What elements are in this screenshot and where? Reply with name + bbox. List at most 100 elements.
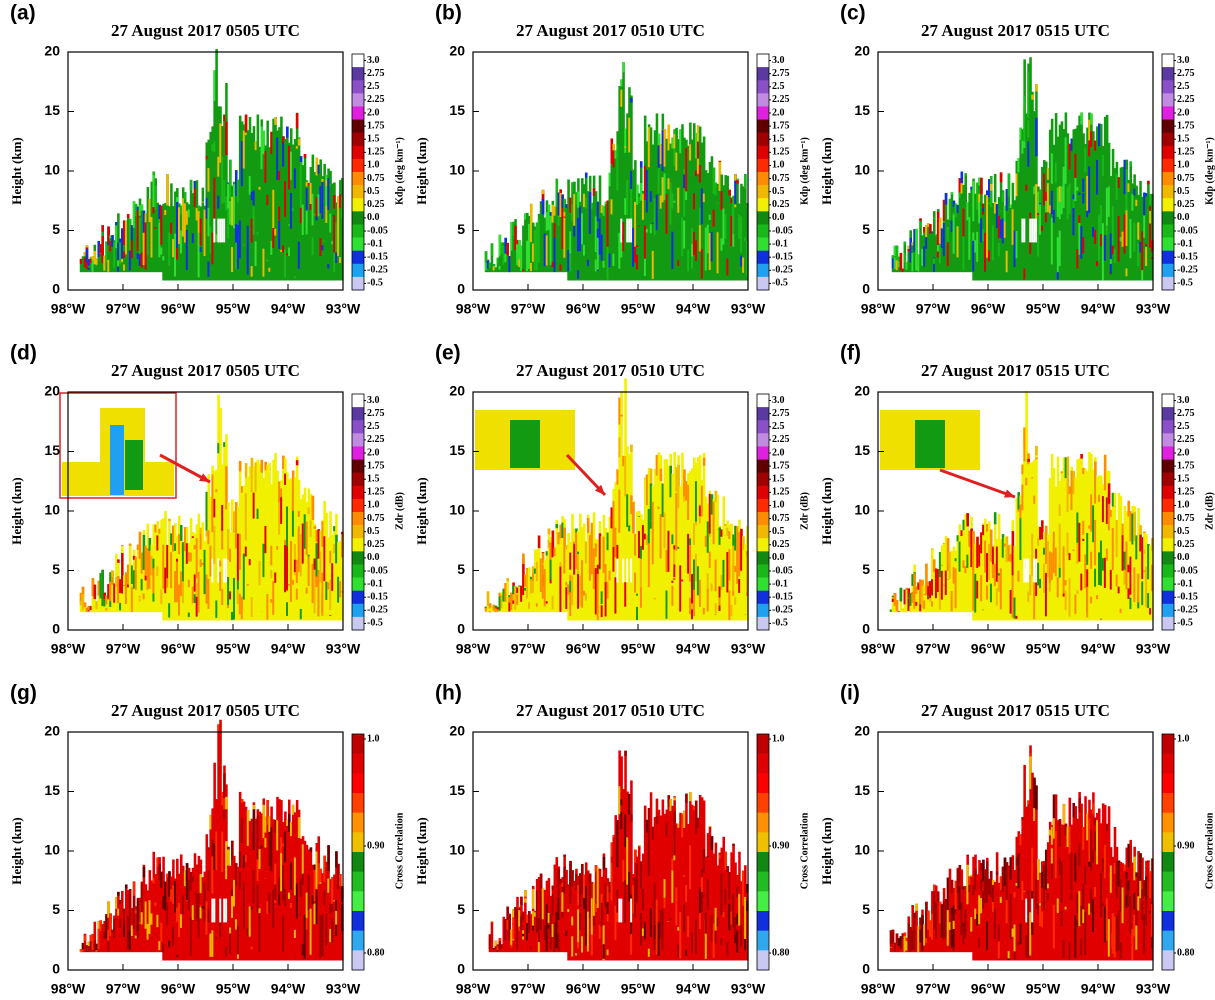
- colorbar-swatch: [757, 604, 769, 617]
- colorbar-swatch: [1162, 734, 1174, 754]
- colorbar-swatch: [1162, 211, 1174, 224]
- colorbar-swatch: [1162, 499, 1174, 512]
- colorbar-tick-label: -0.1: [772, 238, 788, 249]
- y-tick-label: 15: [44, 102, 60, 118]
- radar-echo-streak: [689, 792, 692, 801]
- colorbar-swatch: [757, 80, 769, 93]
- radar-echo-streak: [298, 139, 301, 146]
- colorbar-tick-label: 2.0: [772, 447, 785, 458]
- y-tick-label: 5: [457, 561, 465, 577]
- panel-label: (d): [10, 342, 37, 365]
- radar-echo-streak: [121, 545, 124, 546]
- radar-echo-streak: [1000, 172, 1003, 182]
- radar-echo-streak: [84, 602, 87, 607]
- x-tick-label: 97°W: [916, 301, 951, 317]
- colorbar-swatch: [757, 486, 769, 499]
- colorbar-tick-label: -0.15: [1177, 592, 1198, 603]
- y-tick-label: 5: [862, 221, 870, 237]
- radar-echo-streak: [239, 461, 242, 471]
- colorbar-swatch: [352, 734, 364, 754]
- colorbar-tick-label: 1.0: [772, 160, 785, 171]
- radar-echo-streak: [542, 552, 545, 553]
- radar-echo-streak: [143, 867, 146, 877]
- colorbar-tick-label: 2.75: [772, 408, 790, 419]
- colorbar-swatch: [757, 433, 769, 446]
- y-axis-label: Height (km): [414, 137, 429, 205]
- radar-echo-streak: [487, 591, 490, 597]
- colorbar-swatch: [352, 211, 364, 224]
- colorbar-tick-label: 2.5: [772, 81, 785, 92]
- colorbar-swatch: [352, 185, 364, 198]
- colorbar-swatch: [1162, 773, 1174, 793]
- colorbar-swatch: [757, 159, 769, 172]
- radar-echo-streak: [125, 884, 128, 888]
- colorbar-tick-label: 2.25: [367, 434, 385, 445]
- radar-echo-streak: [603, 857, 606, 870]
- x-tick-label: 94°W: [271, 301, 306, 317]
- radar-echo-streak: [667, 124, 670, 139]
- colorbar-swatch: [352, 911, 364, 931]
- colorbar-swatch: [1162, 604, 1174, 617]
- radar-echo-streak: [892, 930, 895, 944]
- colorbar-swatch: [757, 813, 769, 833]
- radar-echo-streak: [1035, 446, 1038, 455]
- colorbar-swatch: [352, 486, 364, 499]
- colorbar-swatch: [757, 238, 769, 251]
- colorbar-tick-label: 2.25: [1177, 94, 1195, 105]
- panel: (h)27 August 2017 0510 UTCHeight (km)051…: [414, 682, 810, 997]
- radar-echo-streak: [1027, 459, 1030, 462]
- colorbar-tick-label: 0.0: [367, 552, 380, 563]
- colorbar-swatch: [757, 146, 769, 159]
- x-tick-label: 98°W: [456, 641, 491, 657]
- x-tick-label: 94°W: [1081, 641, 1116, 657]
- colorbar-tick-label: 0.0: [772, 212, 785, 223]
- x-tick-label: 97°W: [916, 981, 951, 997]
- colorbar-tick-label: 1.5: [1177, 134, 1190, 145]
- colorbar-tick-label: 1.75: [772, 460, 790, 471]
- colorbar-swatch: [1162, 106, 1174, 119]
- radar-echo-streak: [933, 217, 936, 219]
- colorbar-tick-label: -0.25: [772, 605, 793, 616]
- annotation-arrow: [940, 470, 1015, 497]
- radar-echo-streak: [133, 881, 136, 895]
- colorbar-swatch: [352, 172, 364, 185]
- colorbar-tick-label: 1.25: [1177, 487, 1195, 498]
- colorbar-tick-label: 1.0: [772, 500, 785, 511]
- radar-echo-streak: [532, 889, 535, 909]
- radar-echo-streak: [900, 588, 903, 602]
- colorbar-swatch: [757, 277, 769, 290]
- colorbar-swatch: [352, 460, 364, 473]
- colorbar-tick-label: -0.05: [1177, 225, 1198, 236]
- colorbar-tick-label: 1.0: [1177, 500, 1190, 511]
- colorbar-tick-label: -0.25: [367, 265, 388, 276]
- radar-echo-streak: [556, 524, 559, 528]
- colorbar-swatch: [757, 224, 769, 237]
- radar-echo-streak: [487, 260, 490, 261]
- radar-echo-streak: [620, 415, 623, 417]
- colorbar-swatch: [352, 159, 364, 172]
- panel: (d)27 August 2017 0505 UTCHeight (km)051…: [9, 342, 405, 657]
- radar-echo-streak: [703, 458, 706, 466]
- colorbar-swatch: [1162, 538, 1174, 551]
- colorbar-tick-label: 1.5: [367, 134, 380, 145]
- colorbar-swatch: [352, 277, 364, 290]
- radar-echo-streak: [502, 918, 505, 919]
- radar-echo-streak: [719, 161, 722, 162]
- panel-label: (e): [435, 342, 461, 365]
- colorbar-swatch: [352, 538, 364, 551]
- radar-echo-streak: [1098, 809, 1101, 810]
- colorbar-tick-label: -0.5: [367, 618, 383, 629]
- x-tick-label: 97°W: [916, 641, 951, 657]
- radar-echo-streak: [168, 519, 171, 522]
- colorbar-swatch: [1162, 133, 1174, 146]
- radar-echo-streak: [227, 847, 230, 850]
- panel-title: 27 August 2017 0505 UTC: [111, 21, 300, 40]
- radar-echo-streak: [504, 238, 507, 241]
- radar-echo-streak: [180, 525, 183, 541]
- radar-echo-streak: [127, 214, 130, 218]
- x-tick-label: 97°W: [511, 301, 546, 317]
- colorbar-tick-label: 1.5: [772, 134, 785, 145]
- colorbar-tick-label: -0.15: [772, 252, 793, 263]
- radar-echo-streak: [1147, 181, 1150, 185]
- radar-echo-streak: [904, 242, 907, 245]
